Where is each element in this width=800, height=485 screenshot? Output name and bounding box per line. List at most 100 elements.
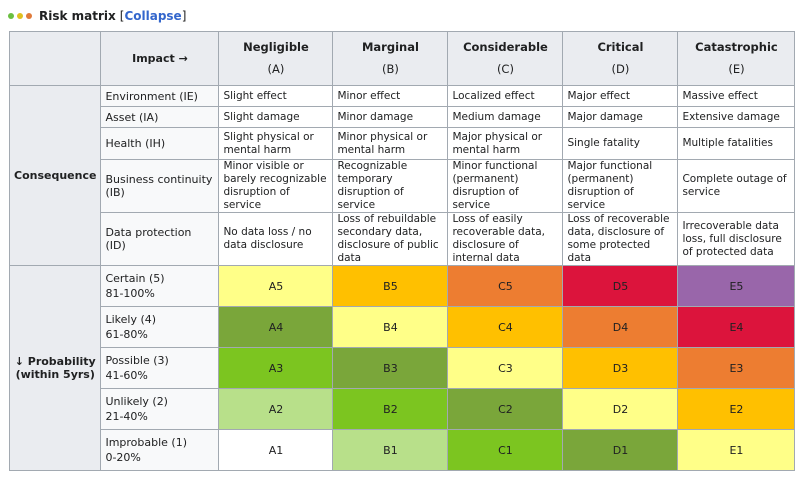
risk-cell: B5 [332,265,449,307]
impact-column-name: Considerable [463,40,548,54]
consequence-cell: Slight damage [218,106,334,128]
yellow-dot-icon [17,13,23,19]
consequence-row-label: Asset (IA) [100,106,220,128]
risk-cell: A3 [218,347,334,389]
consequence-row-label: Environment (IE) [100,85,220,107]
consequence-row: Data protection (ID) No data loss / no da… [10,212,796,266]
header-blank-cell [8,31,102,86]
risk-cell: C1 [447,429,564,471]
consequence-cell: Single fatality [562,127,679,160]
impact-header-row: Impact → Negligible (A) Marginal (B) Consider… [8,31,796,86]
risk-cell: B2 [332,388,449,430]
consequence-cell: Irrecoverable data loss, full disclosure… [677,212,796,266]
impact-column-header: Considerable (C) [447,31,564,86]
consequence-cell: Major effect [562,85,679,107]
risk-cell: A2 [218,388,334,430]
consequence-row: Health (IH) Slight physical or mental har… [10,127,796,160]
risk-cell: E4 [677,306,796,348]
probability-row-label: Possible (3) 41-60% [100,347,220,389]
risk-cell: A4 [218,306,334,348]
probability-row: Improbable (1) 0-20% A1 B1 C1 D1 E1 [10,429,796,471]
risk-cell: D4 [562,306,679,348]
consequence-cell: Loss of recoverable data, disclosure of … [562,212,679,266]
impact-column-header: Negligible (A) [218,31,334,86]
consequence-row: Asset (IA) Slight damage Minor damage Mediu… [10,106,796,128]
impact-column-code: (B) [382,62,399,76]
collapse-bracket-open: [ [119,9,125,23]
probability-row-label: Unlikely (2) 21-40% [100,388,220,430]
probability-name: Unlikely (2) [105,395,168,408]
consequence-row-label: Business continuity (IB) [100,159,220,213]
probability-name: Improbable (1) [105,436,188,449]
consequence-cell: Slight effect [218,85,334,107]
impact-column-code: (C) [496,62,514,76]
risk-cell: E1 [677,429,796,471]
consequence-cell: Minor damage [332,106,449,128]
risk-cell: A5 [218,265,334,307]
consequence-cell: Complete outage of service [677,159,796,213]
consequence-cell: Loss of rebuildable secondary data, disc… [332,212,449,266]
traffic-light-icon [8,13,35,19]
consequence-cell: Minor physical or mental harm [332,127,449,160]
risk-cell: D5 [562,265,679,307]
probability-range: 21-40% [105,410,148,423]
consequence-row: Business continuity (IB) Minor visible or… [10,159,796,213]
consequence-cell: Major functional (permanent) disruption … [562,159,679,213]
risk-cell: D1 [562,429,679,471]
probability-row-label: Likely (4) 61-80% [100,306,220,348]
risk-matrix-table: Impact → Negligible (A) Marginal (B) Consider… [8,31,796,471]
impact-column-name: Critical [597,40,644,54]
impact-column-code: (E) [728,62,745,76]
risk-cell: D2 [562,388,679,430]
probability-row: Unlikely (2) 21-40% A2 B2 C2 D2 E2 [10,388,796,430]
risk-cell: B3 [332,347,449,389]
impact-column-name: Catastrophic [695,40,778,54]
probability-row: ↓ Probability (within 5yrs) Certain (5) 81… [8,265,796,471]
impact-column-code: (D) [611,62,630,76]
probability-range: 61-80% [105,328,148,341]
impact-column-name: Negligible [243,40,309,54]
risk-cell: E2 [677,388,796,430]
consequence-cell: No data loss / no data disclosure [218,212,334,266]
risk-cell: E3 [677,347,796,389]
consequence-cell: Slight physical or mental harm [218,127,334,160]
probability-range: 41-60% [105,369,148,382]
consequence-cell: Medium damage [447,106,564,128]
probability-row-label: Certain (5) 81-100% [100,265,220,307]
probability-range: 81-100% [105,287,155,300]
consequence-cell: Minor functional (permanent) disruption … [447,159,564,213]
probability-name: Likely (4) [105,313,157,326]
risk-cell: C3 [447,347,564,389]
probability-row-label: Improbable (1) 0-20% [100,429,220,471]
risk-cell: A1 [218,429,334,471]
risk-cell: C2 [447,388,564,430]
collapse-toggle: [Collapse] [120,9,187,23]
risk-cell: C4 [447,306,564,348]
risk-cell: B4 [332,306,449,348]
risk-cell: C5 [447,265,564,307]
collapse-link[interactable]: Collapse [124,9,182,23]
risk-cell: D3 [562,347,679,389]
impact-column-code: (A) [267,62,285,76]
consequence-row-label: Health (IH) [100,127,220,160]
risk-cell: B1 [332,429,449,471]
consequence-cell: Massive effect [677,85,796,107]
risk-cell: E5 [677,265,796,307]
consequence-cell: Minor effect [332,85,449,107]
consequence-cell: Extensive damage [677,106,796,128]
consequence-row-label: Data protection (ID) [100,212,220,266]
impact-column-header: Marginal (B) [332,31,449,86]
impact-column-name: Marginal [361,40,419,54]
consequence-cell: Multiple fatalities [677,127,796,160]
consequence-cell: Localized effect [447,85,564,107]
impact-corner-label: Impact → [100,31,220,86]
consequence-cell: Major damage [562,106,679,128]
impact-column-header: Critical (D) [562,31,679,86]
green-dot-icon [8,13,14,19]
probability-row: Likely (4) 61-80% A4 B4 C4 D4 E4 [10,306,796,348]
probability-name: Certain (5) [105,272,165,285]
consequence-row: Consequence Environment (IE) Slight effect… [8,85,796,266]
page-title: Risk matrix [39,9,116,23]
probability-group-label: ↓ Probability (within 5yrs) [8,265,102,471]
collapse-bracket-close: ] [181,9,187,23]
